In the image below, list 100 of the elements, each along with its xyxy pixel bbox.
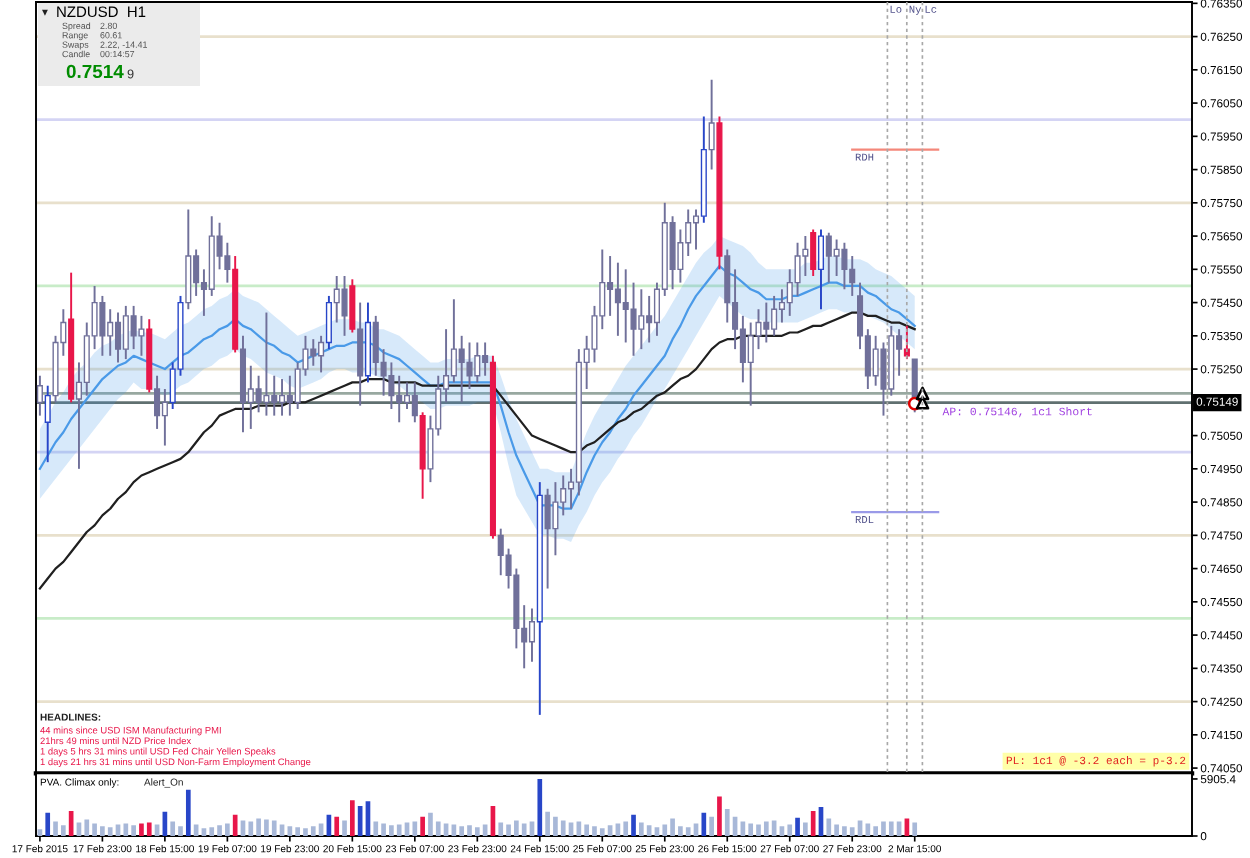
candlestick	[396, 374, 403, 424]
bar	[474, 827, 480, 836]
candlestick	[99, 294, 106, 357]
candlestick	[482, 341, 489, 377]
bar	[521, 823, 527, 836]
candlestick	[286, 374, 293, 417]
candlestick	[411, 381, 418, 424]
candlestick	[403, 381, 411, 410]
bar	[84, 819, 90, 836]
candlestick	[279, 378, 286, 417]
candlestick	[872, 334, 879, 387]
bar	[123, 823, 129, 836]
bar	[724, 808, 730, 836]
bar	[748, 823, 754, 836]
bar	[45, 812, 51, 836]
bar	[146, 822, 152, 836]
candlestick	[36, 374, 43, 417]
bar	[381, 823, 386, 836]
bar	[873, 826, 879, 836]
candlestick	[544, 487, 551, 590]
bar	[248, 821, 254, 836]
candlestick	[638, 288, 645, 351]
bar	[631, 814, 636, 836]
candlestick	[114, 311, 122, 364]
candlestick	[817, 228, 825, 311]
bar	[256, 818, 261, 836]
bar	[560, 820, 566, 836]
candlestick	[747, 321, 754, 407]
candlestick	[880, 341, 887, 417]
bar	[826, 818, 832, 836]
bar	[373, 821, 379, 836]
bar	[100, 826, 105, 836]
bar	[139, 823, 144, 836]
candlestick	[193, 248, 200, 297]
bar	[232, 814, 238, 836]
bar	[60, 825, 66, 836]
bar	[842, 826, 847, 836]
bar	[670, 818, 675, 836]
candlestick	[825, 231, 832, 284]
bar	[217, 825, 222, 836]
bar	[170, 821, 176, 836]
candlestick	[771, 294, 778, 337]
bar	[295, 827, 301, 836]
bar	[623, 821, 629, 836]
bar	[185, 789, 191, 836]
bar	[396, 824, 402, 836]
bar	[795, 817, 800, 836]
bar	[803, 822, 808, 836]
candlestick	[107, 308, 114, 357]
bar	[178, 826, 183, 836]
bar	[810, 810, 816, 836]
candlestick	[724, 248, 731, 324]
bar	[756, 824, 761, 836]
bar	[420, 816, 425, 836]
bar	[498, 822, 504, 836]
bar	[209, 827, 215, 836]
bar	[537, 779, 543, 836]
annotation: 0.7514	[66, 64, 124, 79]
bar	[349, 800, 355, 836]
candlestick	[458, 334, 465, 404]
candlestick	[138, 314, 145, 357]
bar	[342, 820, 347, 836]
candlestick	[622, 268, 629, 344]
bar	[592, 826, 597, 836]
candlestick	[271, 374, 278, 417]
bar	[303, 828, 308, 836]
bar	[545, 811, 550, 836]
bar	[53, 821, 58, 836]
bar	[881, 821, 886, 836]
candlestick	[677, 228, 684, 284]
candlestick	[552, 481, 559, 557]
candlestick	[357, 301, 364, 407]
candlestick	[794, 241, 801, 297]
candlestick	[341, 275, 348, 337]
bar	[849, 827, 855, 836]
bar	[506, 824, 511, 836]
bar	[709, 816, 714, 836]
candlestick	[310, 338, 317, 367]
candlestick	[130, 304, 137, 351]
candlestick	[154, 374, 161, 430]
bar	[662, 824, 668, 836]
bar	[459, 826, 465, 836]
candlestick	[474, 341, 481, 384]
bar	[553, 816, 558, 836]
bar	[131, 825, 136, 836]
candlestick	[450, 298, 457, 384]
bar	[264, 819, 269, 836]
bar	[678, 826, 683, 836]
bar	[787, 824, 793, 836]
candlestick	[614, 261, 621, 337]
bar	[912, 822, 918, 836]
candlestick	[607, 255, 614, 317]
candlestick	[833, 238, 840, 277]
candlestick	[810, 228, 817, 277]
candlestick	[372, 314, 379, 377]
bar	[389, 825, 394, 836]
bar	[763, 821, 769, 836]
candlestick	[763, 301, 770, 344]
bar	[685, 827, 691, 836]
candlestick	[349, 278, 356, 334]
